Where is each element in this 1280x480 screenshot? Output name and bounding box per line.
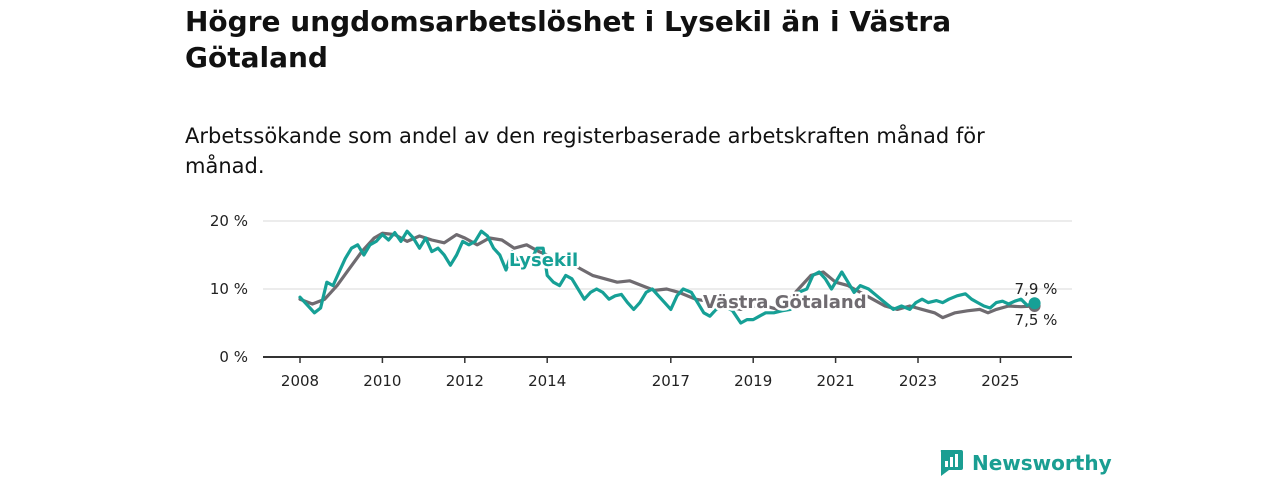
end-value-vastra-gotaland: 7,5 %	[1015, 311, 1058, 329]
x-tick-label: 2010	[363, 372, 401, 390]
chart-title: Högre ungdomsarbetslöshet i Lysekil än i…	[185, 5, 952, 74]
chart-subtitle: Arbetssökande som andel av den registerb…	[185, 124, 985, 178]
x-tick-label: 2021	[817, 372, 855, 390]
brand-logo: Newsworthy	[938, 448, 1112, 478]
end-point-lysekil	[1028, 297, 1041, 310]
y-tick-label: 0 %	[219, 348, 248, 366]
x-tick-label: 2023	[899, 372, 937, 390]
series-label-lysekil: Lysekil	[509, 250, 578, 271]
newsworthy-logo-icon	[940, 450, 963, 476]
series-line-v-stra-g-taland	[298, 231, 1037, 320]
y-tick-label: 20 %	[210, 212, 248, 230]
grid-lines: 0 % 10 % 20 %	[210, 212, 1072, 366]
x-tick-label: 2017	[652, 372, 690, 390]
x-tick-label: 2019	[734, 372, 772, 390]
x-axis: 2008 2010 2012 2014 2017 2019 2021 2023 2025	[263, 356, 1072, 390]
x-tick-label: 2008	[281, 372, 319, 390]
x-tick-label: 2014	[528, 372, 566, 390]
chart-labels: Lysekil Västra Götaland 7,9 % 7,5 %	[507, 248, 1058, 330]
series-line-lysekil	[298, 229, 1037, 325]
y-tick-label: 10 %	[210, 280, 248, 298]
series-lines	[298, 229, 1041, 325]
series-label-vastra-gotaland: Västra Götaland	[703, 292, 867, 313]
x-tick-label: 2025	[981, 372, 1019, 390]
brand-name: Newsworthy	[972, 451, 1112, 475]
end-value-lysekil: 7,9 %	[1015, 280, 1058, 298]
line-chart: 0 % 10 % 20 % 2008 2010 2012 2014 2017 2019 2021…	[210, 212, 1072, 390]
x-tick-label: 2012	[446, 372, 484, 390]
